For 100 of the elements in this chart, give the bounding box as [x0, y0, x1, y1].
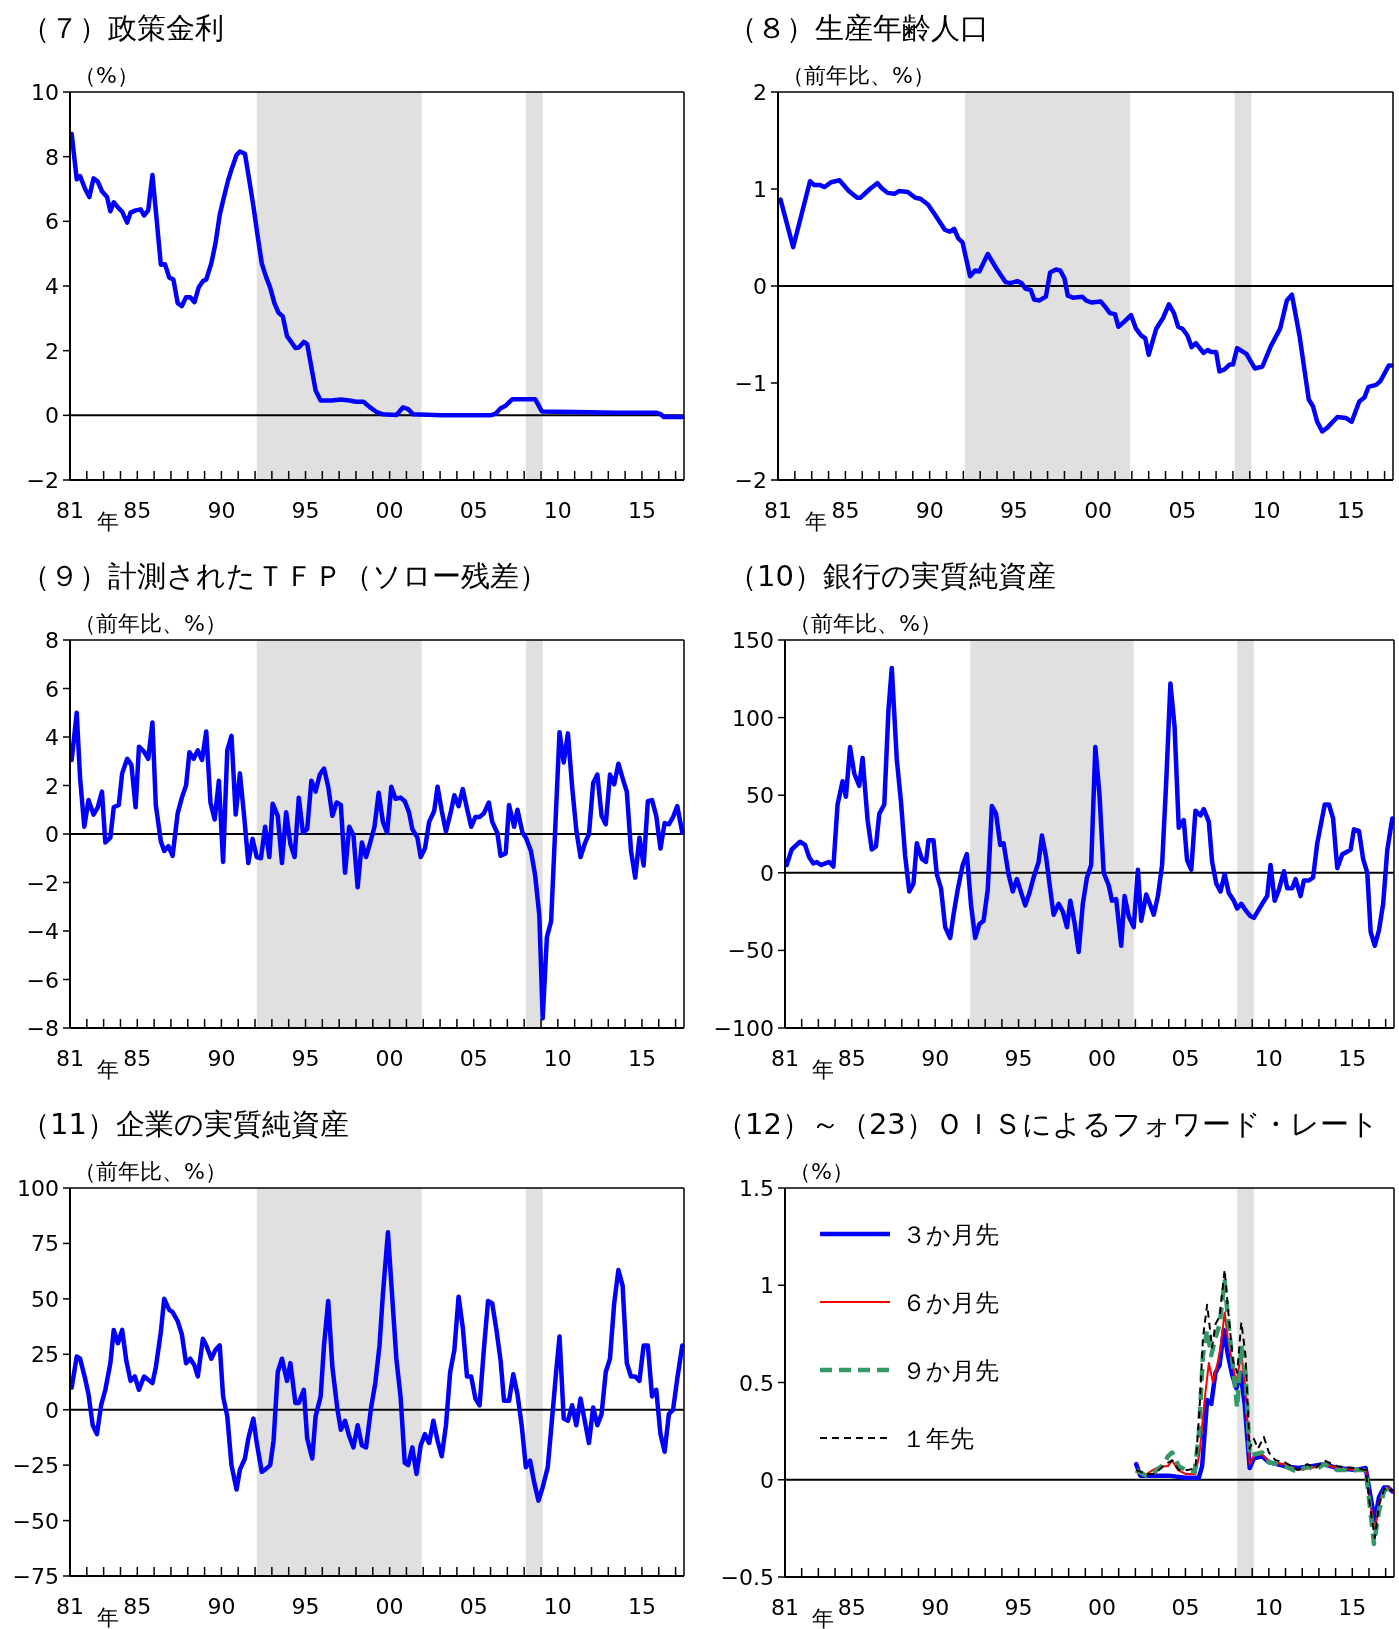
y-tick-label: 75: [31, 1231, 59, 1257]
y-tick-label: 6: [45, 209, 59, 235]
y-tick-label: 1: [753, 177, 767, 202]
x-tick-label: 95: [1004, 1046, 1033, 1071]
chart-title: （９）計測されたＴＦＰ（ソロー残差）: [21, 559, 548, 593]
y-tick-label: −1: [734, 371, 767, 396]
y-tick-label: 2: [45, 338, 59, 364]
x-tick-label: 15: [1336, 498, 1365, 523]
x-tick-label: 85: [837, 1046, 866, 1071]
x-tick-label: 05: [1171, 1595, 1200, 1620]
x-tick-label: 00: [1088, 1595, 1117, 1620]
y-tick-label: −8: [26, 1016, 59, 1041]
x-tick-label: 85: [837, 1595, 866, 1620]
y-tick-label: 2: [753, 80, 767, 105]
x-tick-label: 10: [543, 498, 572, 523]
y-tick-label: 8: [45, 628, 59, 653]
x-tick-label: 10: [543, 1594, 572, 1619]
x-tick-label: 85: [831, 498, 860, 523]
y-tick-label: −50: [12, 1508, 59, 1534]
x-tick-label: 05: [459, 1046, 488, 1071]
x-tick-label: 15: [1338, 1046, 1367, 1071]
legend-label: ３か月先: [902, 1221, 999, 1249]
x-tick-label: 90: [915, 498, 944, 523]
x-tick-label: 90: [207, 1046, 236, 1071]
x-tick-label: 81: [771, 1595, 799, 1620]
y-tick-label: −2: [734, 468, 767, 493]
y-tick-label: −25: [12, 1453, 59, 1479]
y-tick-label: 0: [753, 274, 767, 299]
y-tick-label: 150: [732, 628, 774, 653]
x-tick-label: 00: [375, 1594, 404, 1619]
y-tick-label: −100: [713, 1016, 774, 1041]
chart-title: （12）～（23）ＯＩＳによるフォワード・レート: [716, 1107, 1379, 1141]
x-tick-label: 10: [1254, 1046, 1283, 1071]
y-tick-label: 0: [760, 860, 774, 886]
y-tick-label: 8: [45, 144, 59, 170]
x-tick-label: 05: [459, 498, 488, 523]
y-tick-label: 4: [45, 725, 59, 750]
y-tick-label: 1.5: [739, 1176, 774, 1201]
x-tick-label: 95: [291, 498, 320, 523]
y-axis-title: （前年比、%）: [782, 63, 935, 88]
y-tick-label: 10: [31, 80, 59, 105]
y-axis-title: （前年比、%）: [74, 611, 227, 636]
legend-label: ６か月先: [902, 1289, 999, 1317]
x-tick-label: 05: [459, 1594, 488, 1619]
x-axis-title: 年: [97, 1605, 119, 1629]
y-tick-label: −0.5: [720, 1565, 774, 1590]
x-tick-label: 81: [771, 1046, 799, 1071]
x-tick-label: 05: [1168, 498, 1197, 523]
x-tick-label: 15: [627, 1594, 656, 1619]
x-tick-label: 00: [1084, 498, 1113, 523]
y-tick-label: 0: [45, 822, 59, 847]
x-tick-label: 00: [1088, 1046, 1117, 1071]
y-tick-label: −2: [26, 870, 59, 896]
x-tick-label: 81: [56, 1046, 84, 1071]
x-tick-label: 10: [543, 1046, 572, 1071]
x-tick-label: 90: [207, 498, 236, 523]
legend-label: ９か月先: [902, 1357, 999, 1385]
x-axis-title: 年: [97, 1057, 119, 1082]
chart-title: （10）銀行の実質純資産: [728, 559, 1056, 593]
x-axis-title: 年: [97, 509, 119, 534]
legend-label: １年先: [902, 1425, 974, 1453]
y-tick-label: 0.5: [739, 1370, 774, 1396]
x-tick-label: 10: [1252, 498, 1281, 523]
x-tick-label: 00: [375, 498, 404, 523]
y-tick-label: −2: [26, 468, 59, 493]
y-tick-label: 4: [45, 274, 59, 299]
x-tick-label: 15: [1338, 1595, 1367, 1620]
x-tick-label: 81: [56, 1594, 84, 1619]
x-tick-label: 15: [627, 1046, 656, 1071]
y-tick-label: 0: [760, 1467, 774, 1493]
x-tick-label: 85: [123, 1046, 152, 1071]
y-tick-label: 100: [17, 1176, 59, 1201]
y-tick-label: 6: [45, 676, 59, 702]
chart-title: （８）生産年齢人口: [728, 11, 989, 45]
y-axis-title: （%）: [789, 1159, 854, 1184]
y-axis-title: （%）: [74, 63, 139, 88]
y-tick-label: 50: [31, 1286, 59, 1312]
chart-title: （７）政策金利: [21, 11, 224, 45]
y-tick-label: 25: [31, 1342, 59, 1368]
y-tick-label: 1: [760, 1273, 774, 1299]
y-tick-label: 0: [45, 403, 59, 429]
x-tick-label: 95: [999, 498, 1028, 523]
x-tick-label: 95: [1004, 1595, 1033, 1620]
chart-title: （11）企業の実質純資産: [21, 1107, 349, 1141]
x-tick-label: 81: [56, 498, 84, 523]
x-tick-label: 10: [1254, 1595, 1283, 1620]
x-tick-label: 05: [1171, 1046, 1200, 1071]
y-axis-title: （前年比、%）: [74, 1159, 227, 1184]
x-tick-label: 95: [291, 1046, 320, 1071]
x-axis-title: 年: [812, 1057, 834, 1082]
y-tick-label: −75: [12, 1564, 59, 1589]
x-tick-label: 85: [123, 498, 152, 523]
y-tick-label: −4: [26, 919, 59, 944]
x-tick-label: 85: [123, 1594, 152, 1619]
y-axis-title: （前年比、%）: [789, 611, 942, 636]
y-tick-label: 2: [45, 773, 59, 799]
x-tick-label: 15: [627, 498, 656, 523]
y-tick-label: 100: [732, 705, 774, 731]
y-tick-label: −6: [26, 967, 59, 993]
x-axis-title: 年: [812, 1606, 834, 1629]
